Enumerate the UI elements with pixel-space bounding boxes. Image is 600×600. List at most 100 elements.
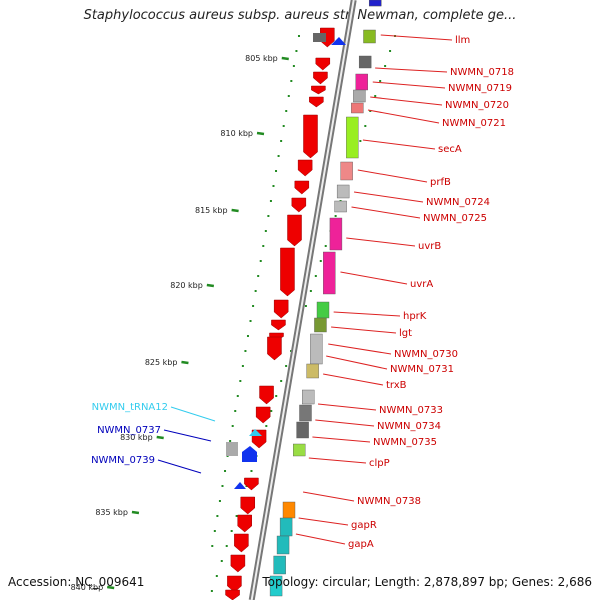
guide-dot	[285, 110, 288, 112]
guide-dot	[262, 245, 265, 247]
gene-label-nwmn_0733: NWMN_0733	[379, 405, 443, 416]
label-leader-line	[370, 96, 443, 106]
guide-dot	[309, 290, 312, 292]
cog-block	[276, 535, 290, 555]
cog-block	[336, 184, 350, 199]
gene-label-uvra: uvrA	[410, 279, 433, 290]
cog-block	[355, 73, 368, 91]
gene-arrow	[227, 575, 242, 593]
gene-arrow	[303, 114, 318, 159]
gene-arrow	[240, 496, 256, 515]
guide-dot	[236, 395, 239, 397]
cog-block	[358, 55, 372, 69]
gene-label-clpp: clpP	[369, 458, 390, 469]
backbone-highlight	[250, 0, 355, 600]
guide-dot	[211, 545, 214, 547]
gene-features	[225, 0, 382, 600]
kbp-tick-label: 820 kbp	[170, 281, 203, 290]
guide-dot	[259, 260, 262, 262]
label-leader-line	[367, 109, 440, 124]
kbp-tick-mark	[206, 283, 215, 288]
guide-dot	[234, 410, 237, 412]
gene-label-nwmn_0737: NWMN_0737	[97, 425, 161, 436]
guide-dot	[267, 215, 270, 217]
guide-dot	[272, 185, 275, 187]
label-leader-line	[351, 206, 421, 219]
label-leader-line	[323, 373, 384, 386]
guide-dot	[241, 365, 244, 367]
label-leader-line	[357, 169, 428, 183]
cog-block	[269, 575, 283, 597]
guide-dot	[275, 170, 278, 172]
kbp-tick-mark	[131, 510, 140, 515]
label-leader-line	[380, 34, 453, 41]
guide-dot	[359, 140, 362, 142]
gene-label-hprk: hprK	[403, 311, 427, 322]
gene-arrow	[267, 336, 282, 361]
gene-label-nwmn_0721: NWMN_0721	[442, 118, 506, 129]
kbp-ticks: 805 kbp 810 kbp 815 kbp 820 kbp 825 kbp 830 k…	[71, 54, 289, 592]
guide-dot	[287, 95, 290, 97]
gene-label-uvrb: uvrB	[418, 241, 441, 252]
gene-arrow	[309, 96, 324, 108]
gene-label-nwmn_0719: NWMN_0719	[448, 83, 512, 94]
label-leader-line	[298, 517, 349, 526]
label-leader-line	[333, 311, 401, 317]
gene-arrow	[244, 477, 259, 491]
label-leader-line	[163, 429, 212, 442]
cog-block	[346, 116, 359, 159]
gene-arrow	[271, 319, 286, 331]
gene-label-nwmn_0739: NWMN_0739	[91, 455, 155, 466]
label-leader-line	[326, 355, 388, 370]
guide-dot	[384, 65, 387, 67]
label-leader-line	[308, 457, 367, 464]
kbp-tick-mark	[107, 585, 115, 590]
guide-dot	[215, 575, 218, 577]
guide-dot	[265, 425, 268, 427]
gene-label-nwmn_trna12: NWMN_tRNA12	[92, 402, 168, 413]
label-leader-line	[331, 326, 397, 334]
side-trna-arrow	[249, 429, 262, 436]
gene-label-nwmn_0734: NWMN_0734	[377, 421, 441, 432]
kbp-tick-label: 825 kbp	[145, 358, 178, 367]
gene-arrow	[280, 247, 295, 297]
gene-label-nwmn_0725: NWMN_0725	[423, 213, 487, 224]
guide-dot	[229, 440, 232, 442]
cog-block	[340, 161, 353, 181]
label-leader-line	[295, 533, 346, 545]
gene-arrow	[315, 57, 331, 71]
kbp-tick-label: 830 kbp	[120, 433, 153, 442]
gene-label-llm: llm	[455, 35, 470, 46]
guide-dot	[249, 320, 252, 322]
gene-label-nwmn_0735: NWMN_0735	[373, 437, 437, 448]
label-leader-line	[170, 406, 216, 422]
cog-block	[351, 102, 364, 114]
label-leader-lines	[157, 34, 453, 545]
kbp-tick-label: 805 kbp	[245, 54, 278, 63]
gene-arrow	[230, 554, 246, 573]
guide-dot	[290, 80, 293, 82]
gene-arrow	[287, 214, 302, 247]
guide-dot	[270, 410, 273, 412]
guide-dot	[282, 125, 285, 127]
cog-block	[302, 389, 315, 405]
gene-labels: llm NWMN_0718 NWMN_0719 NWMN_0720 NWMN_0721s…	[91, 35, 514, 550]
label-leader-line	[312, 436, 371, 443]
kbp-tick-mark	[281, 56, 289, 61]
guide-dot	[369, 110, 372, 112]
guide-dot	[324, 245, 327, 247]
gene-arrow	[311, 85, 326, 95]
gene-label-gapa: gapA	[348, 539, 374, 550]
gene-label-nwmn_0718: NWMN_0718	[450, 67, 514, 78]
guide-dot	[225, 545, 228, 547]
cog-block	[334, 200, 347, 213]
side-gene-arrow	[331, 37, 346, 45]
guide-dot	[319, 260, 322, 262]
gene-arrow	[294, 180, 310, 195]
kbp-tick-mark	[156, 435, 164, 440]
guide-dot	[295, 50, 298, 52]
kbp-tick-mark	[181, 360, 189, 365]
cog-block	[282, 501, 296, 519]
gene-label-lgt: lgt	[399, 328, 412, 339]
